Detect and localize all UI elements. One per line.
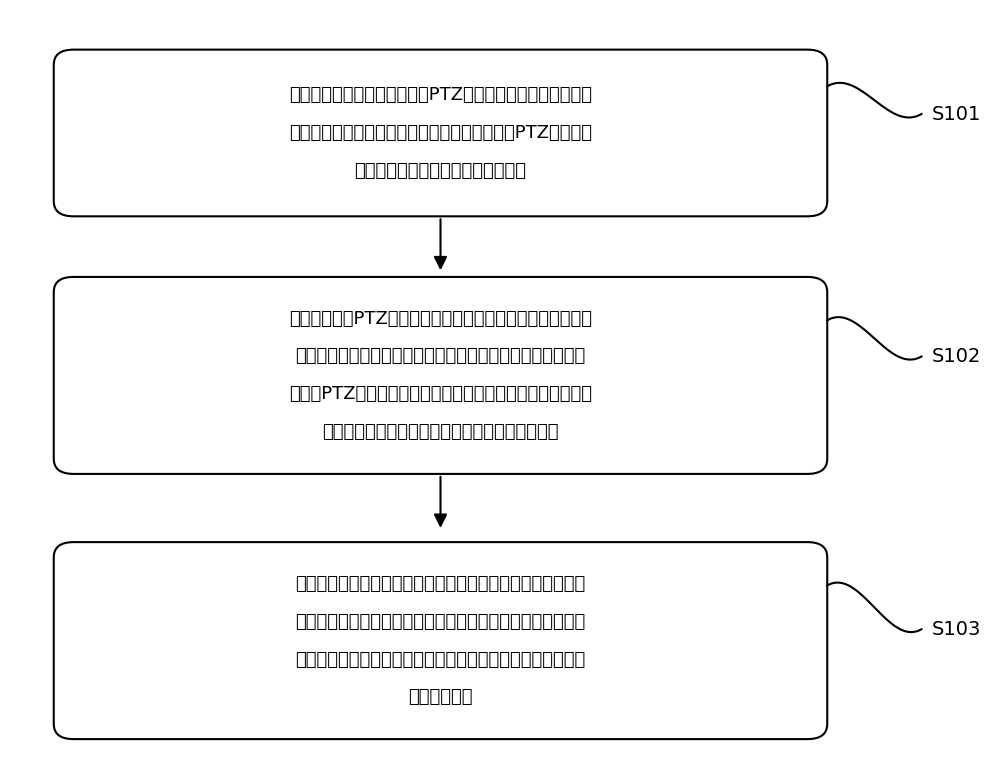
FancyBboxPatch shape — [54, 277, 827, 474]
Text: 述目标PTZ摄像装置对应的坐标变换信息，从而根据所述坐标: 述目标PTZ摄像装置对应的坐标变换信息，从而根据所述坐标 — [289, 385, 592, 404]
FancyBboxPatch shape — [54, 542, 827, 739]
Text: S103: S103 — [931, 620, 981, 639]
Text: 息，其中，所述实时承载状态信息包括所述目标PTZ摄像装置: 息，其中，所述实时承载状态信息包括所述目标PTZ摄像装置 — [289, 124, 592, 142]
Text: 所处的承载设备的俯仰角和水平转角: 所处的承载设备的俯仰角和水平转角 — [355, 162, 526, 180]
Text: 坐标变换信息: 坐标变换信息 — [408, 689, 473, 706]
FancyBboxPatch shape — [54, 50, 827, 216]
Text: 根据所述实时承载状态信息及对应的目标映射参数信息确定所: 根据所述实时承载状态信息及对应的目标映射参数信息确定所 — [295, 348, 586, 365]
Text: 获取拍摄对应目标对象的目标PTZ摄像装置的实时承载状态信: 获取拍摄对应目标对象的目标PTZ摄像装置的实时承载状态信 — [289, 86, 592, 104]
Text: 获取所述目标PTZ摄像装置对应的内参和目标映射参数信息，: 获取所述目标PTZ摄像装置对应的内参和目标映射参数信息， — [289, 309, 592, 328]
Text: S102: S102 — [931, 347, 981, 366]
Text: 第二坐标变换信息确定对应的目标坐标变换信息，其中，所述: 第二坐标变换信息确定对应的目标坐标变换信息，其中，所述 — [295, 613, 586, 630]
Text: 根据所述第一坐标变换信息及地理坐标系至所述世界坐标系的: 根据所述第一坐标变换信息及地理坐标系至所述世界坐标系的 — [295, 574, 586, 593]
Text: 目标变换信息包括从所述地理坐标系变换至所述像素坐标系的: 目标变换信息包括从所述地理坐标系变换至所述像素坐标系的 — [295, 650, 586, 669]
Text: S101: S101 — [931, 104, 981, 123]
Text: 变换信息和所述内参确定对应的第一坐标变换信息: 变换信息和所述内参确定对应的第一坐标变换信息 — [322, 424, 559, 441]
